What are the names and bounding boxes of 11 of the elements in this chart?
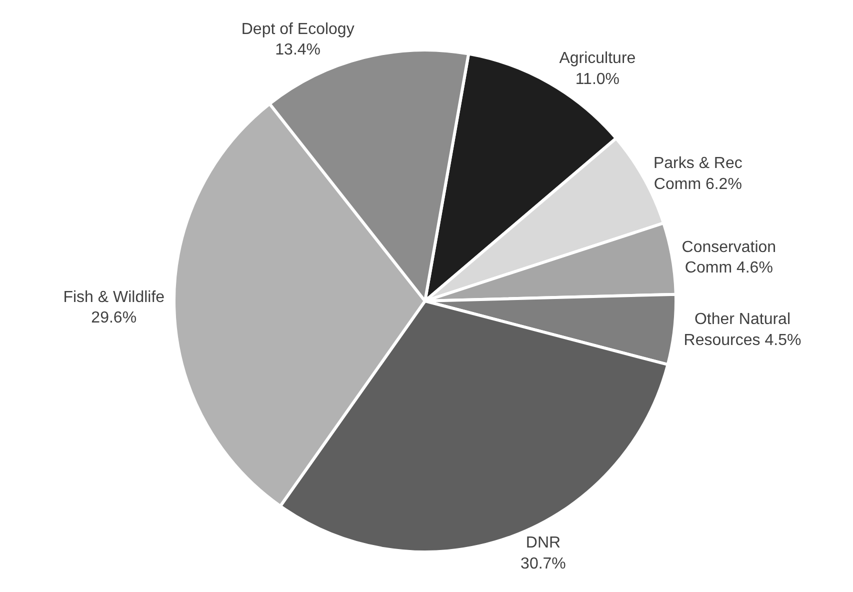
data-label: 11.0% — [575, 70, 620, 88]
slice-label: Conservation Comm 4.6% — [682, 238, 776, 277]
slice-label: Fish & Wildlife — [63, 288, 165, 306]
slice-label: DNR — [526, 534, 561, 552]
data-label: 30.7% — [520, 555, 566, 572]
slice-label: Parks & Rec Comm 6.2% — [653, 154, 742, 193]
data-label: 29.6% — [91, 310, 137, 327]
slice-label: Other Natural Resources 4.5% — [684, 311, 802, 349]
slice-label: Dept of Ecology — [241, 20, 354, 38]
data-label: 13.4% — [275, 42, 321, 59]
slice-label: Agriculture — [559, 50, 636, 68]
